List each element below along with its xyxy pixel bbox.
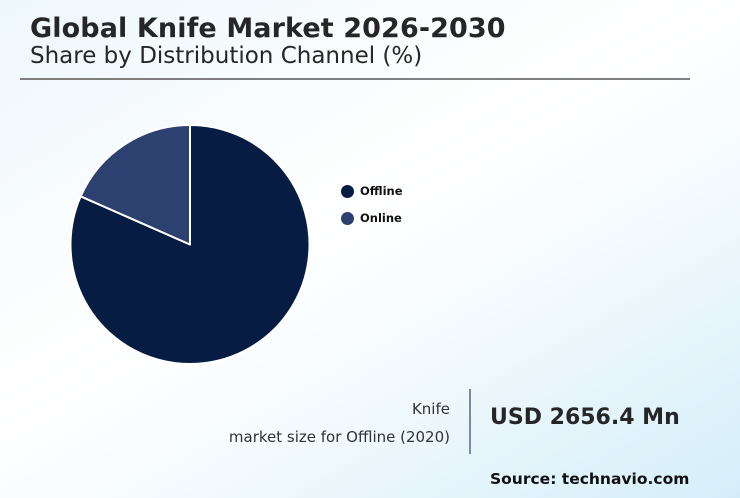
legend-label: Offline	[360, 184, 403, 198]
legend: Offline Online	[341, 173, 403, 236]
source-credit: Source: technavio.com	[490, 470, 690, 488]
kpi-value: USD 2656.4 Mn	[490, 405, 680, 430]
kpi-label-line1: Knife	[411, 400, 450, 418]
pie-slice-online	[79, 124, 191, 246]
legend-item-offline: Offline	[341, 173, 403, 209]
legend-item-online: Online	[341, 200, 403, 236]
pie-chart	[69, 124, 311, 365]
chart-title: Global Knife Market 2026-2030	[30, 13, 506, 44]
chart-subtitle: Share by Distribution Channel (%)	[30, 43, 423, 69]
legend-dot-online-icon	[341, 211, 354, 225]
kpi-divider	[469, 389, 471, 454]
kpi-label-line2: market size for Offline (2020)	[228, 428, 450, 446]
title-divider	[20, 78, 690, 80]
legend-label: Online	[360, 211, 402, 225]
legend-dot-offline-icon	[341, 184, 354, 198]
